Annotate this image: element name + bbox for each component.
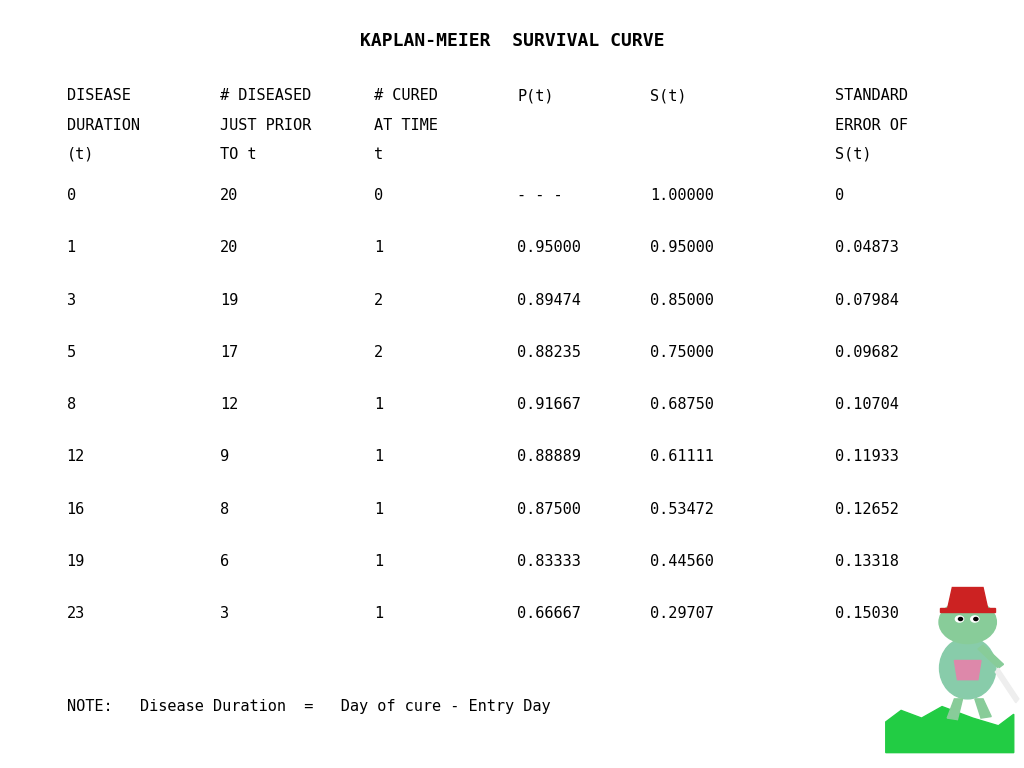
Text: KAPLAN-MEIER  SURVIVAL CURVE: KAPLAN-MEIER SURVIVAL CURVE <box>359 32 665 50</box>
Text: 12: 12 <box>67 449 85 465</box>
Text: 1: 1 <box>374 397 383 412</box>
Text: ERROR OF: ERROR OF <box>835 118 907 133</box>
Polygon shape <box>947 588 988 611</box>
Text: 1.00000: 1.00000 <box>650 188 714 204</box>
Text: 0.95000: 0.95000 <box>517 240 581 256</box>
Text: 20: 20 <box>220 240 239 256</box>
Ellipse shape <box>940 637 995 699</box>
Text: 20: 20 <box>220 188 239 204</box>
Text: 19: 19 <box>67 554 85 569</box>
Polygon shape <box>995 668 1019 703</box>
Text: NOTE:   Disease Duration  =   Day of cure - Entry Day: NOTE: Disease Duration = Day of cure - E… <box>67 699 550 714</box>
Polygon shape <box>886 707 1014 753</box>
Text: 3: 3 <box>220 606 229 621</box>
Text: 0.85000: 0.85000 <box>650 293 714 308</box>
Text: 0.88889: 0.88889 <box>517 449 581 465</box>
Text: 0.09682: 0.09682 <box>835 345 898 360</box>
Text: # CURED: # CURED <box>374 88 437 104</box>
Text: 0: 0 <box>374 188 383 204</box>
Polygon shape <box>978 645 1004 668</box>
Text: 1: 1 <box>67 240 76 256</box>
Text: 0.61111: 0.61111 <box>650 449 714 465</box>
Text: 17: 17 <box>220 345 239 360</box>
Text: TO t: TO t <box>220 147 257 162</box>
Circle shape <box>971 616 979 622</box>
Text: 8: 8 <box>67 397 76 412</box>
Text: (t): (t) <box>67 147 94 162</box>
Text: 0.10704: 0.10704 <box>835 397 898 412</box>
Text: 1: 1 <box>374 502 383 517</box>
Text: 0.91667: 0.91667 <box>517 397 581 412</box>
Text: 16: 16 <box>67 502 85 517</box>
Text: 6: 6 <box>220 554 229 569</box>
Text: # DISEASED: # DISEASED <box>220 88 311 104</box>
Text: - - -: - - - <box>517 188 563 204</box>
Text: 0.87500: 0.87500 <box>517 502 581 517</box>
Text: 0.88235: 0.88235 <box>517 345 581 360</box>
Circle shape <box>974 617 978 621</box>
Text: 0.12652: 0.12652 <box>835 502 898 517</box>
Text: 19: 19 <box>220 293 239 308</box>
Text: 0.07984: 0.07984 <box>835 293 898 308</box>
Text: DISEASE: DISEASE <box>67 88 130 104</box>
Text: 9: 9 <box>220 449 229 465</box>
Text: 0.53472: 0.53472 <box>650 502 714 517</box>
Text: 23: 23 <box>67 606 85 621</box>
Circle shape <box>958 617 963 621</box>
Text: DURATION: DURATION <box>67 118 139 133</box>
Text: 8: 8 <box>220 502 229 517</box>
Text: 2: 2 <box>374 293 383 308</box>
Text: 0.11933: 0.11933 <box>835 449 898 465</box>
Polygon shape <box>975 699 991 718</box>
Text: 1: 1 <box>374 449 383 465</box>
Text: S(t): S(t) <box>650 88 687 104</box>
Text: 2: 2 <box>374 345 383 360</box>
Circle shape <box>955 616 964 622</box>
Text: 0.13318: 0.13318 <box>835 554 898 569</box>
Text: 0: 0 <box>835 188 844 204</box>
Text: 12: 12 <box>220 397 239 412</box>
Text: S(t): S(t) <box>835 147 871 162</box>
Text: t: t <box>374 147 383 162</box>
Text: 0: 0 <box>67 188 76 204</box>
Text: 0.83333: 0.83333 <box>517 554 581 569</box>
Text: AT TIME: AT TIME <box>374 118 437 133</box>
Text: 5: 5 <box>67 345 76 360</box>
Polygon shape <box>940 608 995 612</box>
Text: 0.29707: 0.29707 <box>650 606 714 621</box>
Text: 0.44560: 0.44560 <box>650 554 714 569</box>
Polygon shape <box>954 660 981 680</box>
Text: 0.66667: 0.66667 <box>517 606 581 621</box>
Polygon shape <box>947 699 963 720</box>
Text: 0.95000: 0.95000 <box>650 240 714 256</box>
Text: 1: 1 <box>374 554 383 569</box>
Text: P(t): P(t) <box>517 88 554 104</box>
Text: STANDARD: STANDARD <box>835 88 907 104</box>
Text: 0.04873: 0.04873 <box>835 240 898 256</box>
Text: 1: 1 <box>374 606 383 621</box>
Text: 0.15030: 0.15030 <box>835 606 898 621</box>
Text: JUST PRIOR: JUST PRIOR <box>220 118 311 133</box>
Text: 0.75000: 0.75000 <box>650 345 714 360</box>
Text: 1: 1 <box>374 240 383 256</box>
Text: 0.89474: 0.89474 <box>517 293 581 308</box>
Circle shape <box>939 601 996 644</box>
Text: 0.68750: 0.68750 <box>650 397 714 412</box>
Text: 3: 3 <box>67 293 76 308</box>
